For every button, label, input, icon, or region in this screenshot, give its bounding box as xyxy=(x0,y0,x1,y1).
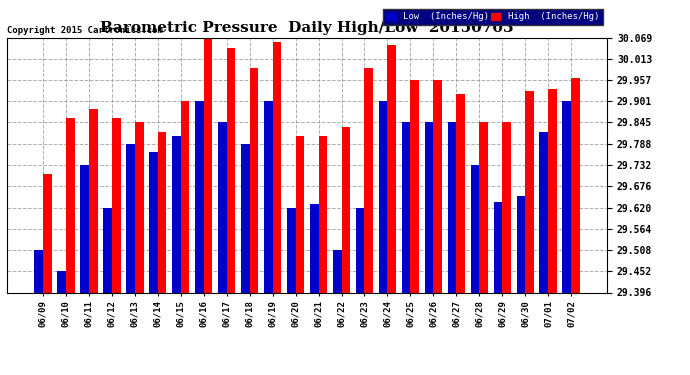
Bar xyxy=(356,208,364,292)
Bar xyxy=(80,165,89,292)
Bar xyxy=(540,132,549,292)
Bar xyxy=(549,89,557,292)
Bar xyxy=(34,250,43,292)
Bar xyxy=(112,118,121,292)
Bar xyxy=(319,136,327,292)
Bar xyxy=(241,144,250,292)
Bar xyxy=(264,101,273,292)
Bar xyxy=(388,45,396,292)
Bar xyxy=(525,91,534,292)
Bar xyxy=(342,127,351,292)
Legend: Low  (Inches/Hg), High  (Inches/Hg): Low (Inches/Hg), High (Inches/Hg) xyxy=(383,9,602,25)
Bar xyxy=(149,152,158,292)
Bar xyxy=(310,204,319,292)
Bar xyxy=(158,132,166,292)
Bar xyxy=(517,195,525,292)
Bar xyxy=(448,122,456,292)
Bar xyxy=(135,122,144,292)
Title: Barometric Pressure  Daily High/Low  20150703: Barometric Pressure Daily High/Low 20150… xyxy=(100,21,514,35)
Bar xyxy=(562,101,571,292)
Bar xyxy=(471,165,480,292)
Bar xyxy=(89,109,97,292)
Bar xyxy=(424,122,433,292)
Bar xyxy=(379,101,388,292)
Bar xyxy=(456,94,465,292)
Bar xyxy=(287,208,295,292)
Bar xyxy=(273,42,282,292)
Bar xyxy=(126,144,135,292)
Bar xyxy=(411,80,419,292)
Bar xyxy=(226,48,235,292)
Bar xyxy=(195,101,204,292)
Bar xyxy=(502,122,511,292)
Bar xyxy=(571,78,580,292)
Bar xyxy=(493,202,502,292)
Bar xyxy=(218,122,226,292)
Bar xyxy=(295,136,304,292)
Bar xyxy=(364,68,373,292)
Bar xyxy=(181,101,190,292)
Bar xyxy=(103,208,112,292)
Bar xyxy=(250,68,258,292)
Bar xyxy=(204,38,213,292)
Bar xyxy=(333,250,342,292)
Bar xyxy=(402,122,411,292)
Bar xyxy=(433,80,442,292)
Bar xyxy=(66,118,75,292)
Bar xyxy=(43,174,52,292)
Bar xyxy=(57,271,66,292)
Bar xyxy=(172,136,181,292)
Bar xyxy=(480,122,488,292)
Text: Copyright 2015 Cartronics.com: Copyright 2015 Cartronics.com xyxy=(7,26,163,35)
